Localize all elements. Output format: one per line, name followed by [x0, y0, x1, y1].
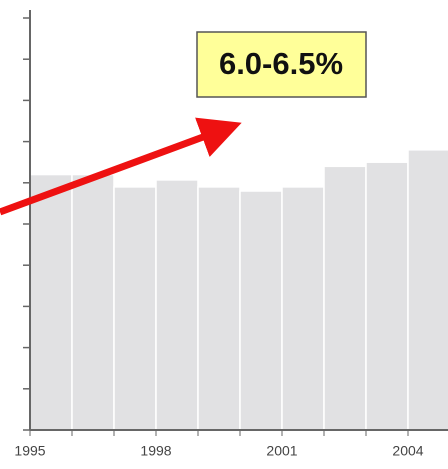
bar: [365, 161, 409, 431]
plot-area: 1995 1998 2001 2004: [14, 10, 448, 459]
bar: [29, 173, 73, 431]
x-tick-label: 2004: [392, 443, 423, 459]
bar: [197, 186, 241, 431]
x-tick-label: 2001: [266, 443, 297, 459]
annotation: 6.0-6.5%: [219, 46, 343, 81]
annotation-box: [196, 31, 367, 98]
arrow: [0, 117, 242, 216]
bar: [155, 179, 199, 431]
x-tick-label: 1998: [140, 443, 171, 459]
bar: [71, 173, 115, 431]
bar: [239, 190, 283, 431]
bar: [113, 186, 157, 431]
x-tick-label: 1995: [14, 443, 45, 459]
bar: [407, 149, 448, 431]
bar: [323, 165, 367, 431]
bar: [281, 186, 325, 431]
